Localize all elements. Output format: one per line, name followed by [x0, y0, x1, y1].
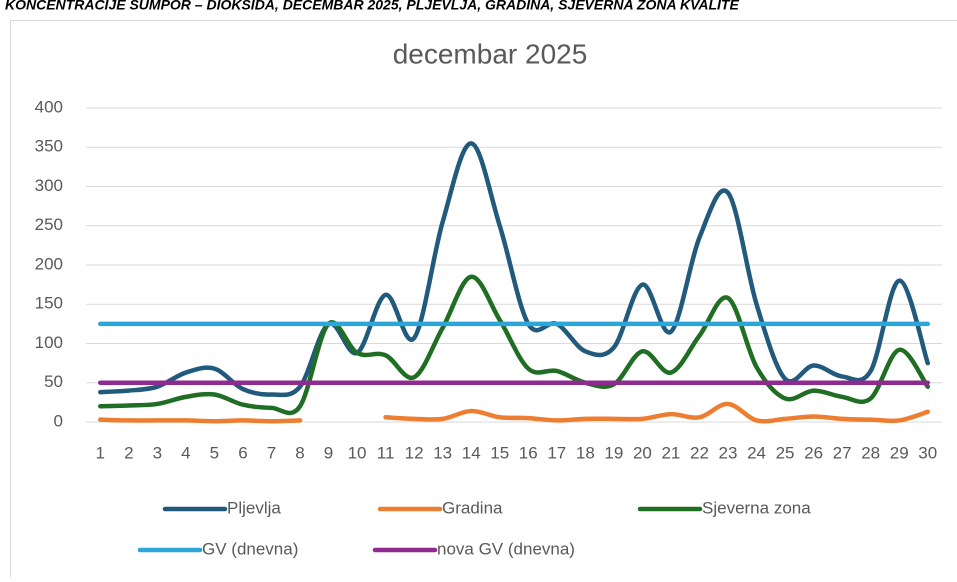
legend-label: Sjeverna zona [702, 498, 811, 517]
y-tick-label: 50 [44, 372, 63, 391]
x-tick-label: 24 [747, 443, 766, 462]
x-tick-label: 19 [604, 443, 623, 462]
x-tick-label: 27 [833, 443, 852, 462]
legend-label: GV (dnevna) [202, 539, 298, 558]
x-tick-label: 14 [462, 443, 481, 462]
x-tick-label: 18 [576, 443, 595, 462]
y-tick-label: 300 [35, 176, 63, 195]
legend-label: nova GV (dnevna) [437, 539, 575, 558]
y-tick-label: 250 [35, 215, 63, 234]
x-tick-label: 1 [96, 443, 105, 462]
chart-title: decembar 2025 [393, 38, 588, 69]
x-tick-label: 25 [776, 443, 795, 462]
x-tick-label: 15 [490, 443, 509, 462]
x-tick-label: 12 [405, 443, 424, 462]
x-tick-label: 22 [690, 443, 709, 462]
x-tick-label: 30 [918, 443, 937, 462]
x-tick-label: 26 [804, 443, 823, 462]
x-tick-label: 17 [547, 443, 566, 462]
x-tick-label: 20 [633, 443, 652, 462]
x-tick-label: 8 [295, 443, 304, 462]
x-tick-label: 9 [324, 443, 333, 462]
x-tick-label: 13 [433, 443, 452, 462]
x-tick-label: 21 [661, 443, 680, 462]
x-tick-label: 10 [348, 443, 367, 462]
x-tick-label: 28 [861, 443, 880, 462]
chart-frame [11, 21, 957, 578]
y-tick-label: 100 [35, 333, 63, 352]
legend-label: Pljevlja [227, 498, 281, 517]
x-tick-label: 3 [153, 443, 162, 462]
x-tick-label: 23 [719, 443, 738, 462]
x-tick-label: 2 [124, 443, 133, 462]
x-tick-label: 4 [181, 443, 190, 462]
header: KONCENTRACIJE SUMPOR – DIOKSIDA, DECEMBA… [5, 0, 739, 13]
y-tick-label: 150 [35, 294, 63, 313]
legend-label: Gradina [442, 498, 503, 517]
x-tick-label: 29 [890, 443, 909, 462]
x-tick-label: 5 [210, 443, 219, 462]
y-tick-label: 0 [54, 411, 63, 430]
x-tick-label: 6 [238, 443, 247, 462]
y-tick-label: 200 [35, 254, 63, 273]
x-tick-label: 16 [519, 443, 538, 462]
y-tick-label: 350 [35, 137, 63, 156]
x-tick-label: 11 [377, 443, 395, 462]
y-tick-label: 400 [35, 97, 63, 116]
x-tick-label: 7 [267, 443, 276, 462]
